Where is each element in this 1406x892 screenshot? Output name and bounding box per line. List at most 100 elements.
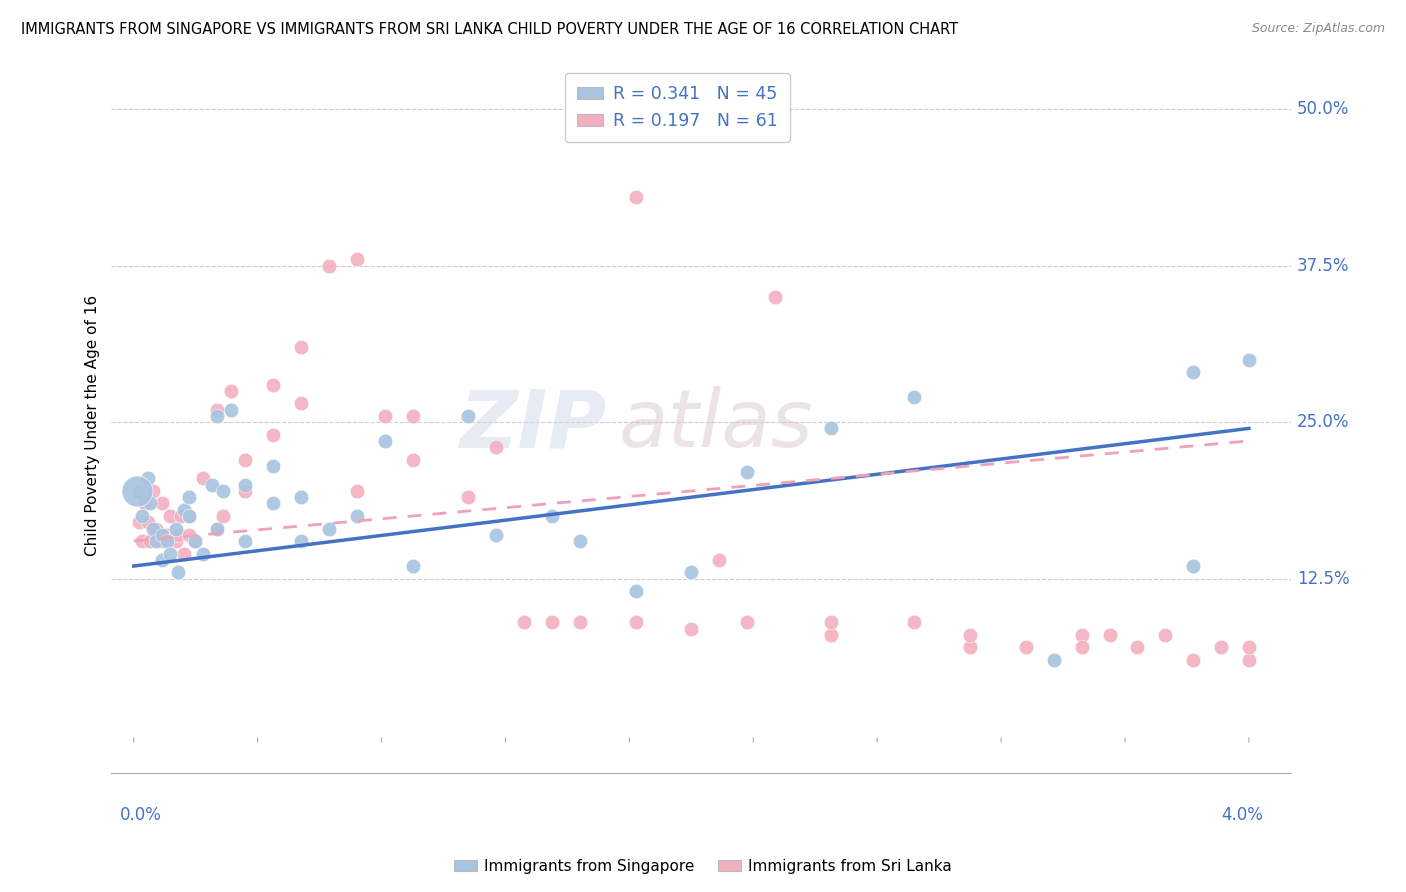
- Point: [1182, 653, 1205, 667]
- Point: [173, 547, 195, 561]
- Point: [212, 508, 235, 523]
- Point: [1182, 559, 1205, 574]
- Point: [1042, 653, 1064, 667]
- Point: [165, 534, 187, 549]
- Point: [139, 534, 162, 549]
- Point: [128, 483, 150, 498]
- Point: [173, 502, 195, 516]
- Point: [207, 402, 229, 417]
- Point: [541, 615, 564, 630]
- Point: [184, 534, 207, 549]
- Point: [374, 409, 396, 423]
- Point: [681, 566, 703, 580]
- Point: [165, 521, 187, 535]
- Y-axis label: Child Poverty Under the Age of 16: Child Poverty Under the Age of 16: [86, 294, 100, 556]
- Point: [401, 452, 423, 467]
- Point: [903, 390, 925, 404]
- Legend: R = 0.341   N = 45, R = 0.197   N = 61: R = 0.341 N = 45, R = 0.197 N = 61: [565, 73, 790, 142]
- Point: [233, 534, 256, 549]
- Point: [262, 377, 284, 392]
- Point: [167, 566, 190, 580]
- Point: [150, 496, 173, 510]
- Point: [401, 409, 423, 423]
- Point: [290, 396, 312, 410]
- Point: [201, 477, 224, 491]
- Point: [374, 434, 396, 448]
- Point: [179, 490, 201, 504]
- Text: ZIP: ZIP: [460, 386, 607, 464]
- Point: [1237, 640, 1260, 655]
- Point: [346, 508, 368, 523]
- Point: [959, 640, 981, 655]
- Point: [457, 409, 479, 423]
- Point: [193, 471, 215, 485]
- Point: [159, 547, 181, 561]
- Point: [142, 483, 165, 498]
- Text: 12.5%: 12.5%: [1296, 570, 1350, 588]
- Point: [290, 534, 312, 549]
- Point: [150, 534, 173, 549]
- Point: [1070, 640, 1092, 655]
- Text: 37.5%: 37.5%: [1296, 257, 1350, 275]
- Point: [401, 559, 423, 574]
- Point: [1237, 653, 1260, 667]
- Point: [1015, 640, 1038, 655]
- Point: [125, 483, 148, 498]
- Point: [346, 252, 368, 267]
- Point: [170, 508, 193, 523]
- Point: [134, 496, 156, 510]
- Point: [207, 521, 229, 535]
- Point: [262, 458, 284, 473]
- Point: [820, 628, 842, 642]
- Point: [820, 615, 842, 630]
- Point: [150, 553, 173, 567]
- Point: [136, 471, 159, 485]
- Point: [735, 465, 758, 479]
- Point: [624, 615, 647, 630]
- Point: [145, 521, 167, 535]
- Text: IMMIGRANTS FROM SINGAPORE VS IMMIGRANTS FROM SRI LANKA CHILD POVERTY UNDER THE A: IMMIGRANTS FROM SINGAPORE VS IMMIGRANTS …: [21, 22, 959, 37]
- Point: [1070, 628, 1092, 642]
- Point: [1154, 628, 1177, 642]
- Point: [624, 584, 647, 599]
- Point: [150, 528, 173, 542]
- Point: [1098, 628, 1121, 642]
- Point: [903, 615, 925, 630]
- Point: [193, 547, 215, 561]
- Text: 50.0%: 50.0%: [1296, 100, 1348, 119]
- Point: [763, 290, 786, 304]
- Point: [179, 508, 201, 523]
- Legend: Immigrants from Singapore, Immigrants from Sri Lanka: Immigrants from Singapore, Immigrants fr…: [449, 853, 957, 880]
- Point: [136, 515, 159, 529]
- Text: 0.0%: 0.0%: [120, 805, 162, 824]
- Point: [145, 534, 167, 549]
- Point: [485, 528, 508, 542]
- Point: [207, 409, 229, 423]
- Point: [156, 528, 179, 542]
- Point: [139, 496, 162, 510]
- Text: 25.0%: 25.0%: [1296, 413, 1350, 431]
- Point: [159, 508, 181, 523]
- Point: [131, 508, 153, 523]
- Point: [1209, 640, 1232, 655]
- Point: [156, 534, 179, 549]
- Point: [568, 615, 591, 630]
- Point: [318, 259, 340, 273]
- Point: [290, 340, 312, 354]
- Point: [142, 521, 165, 535]
- Point: [1126, 640, 1149, 655]
- Point: [624, 190, 647, 204]
- Point: [212, 483, 235, 498]
- Text: 4.0%: 4.0%: [1220, 805, 1263, 824]
- Point: [233, 483, 256, 498]
- Point: [233, 452, 256, 467]
- Point: [128, 515, 150, 529]
- Point: [262, 427, 284, 442]
- Point: [221, 402, 243, 417]
- Point: [262, 496, 284, 510]
- Point: [346, 483, 368, 498]
- Point: [290, 490, 312, 504]
- Point: [179, 528, 201, 542]
- Point: [513, 615, 536, 630]
- Point: [709, 553, 731, 567]
